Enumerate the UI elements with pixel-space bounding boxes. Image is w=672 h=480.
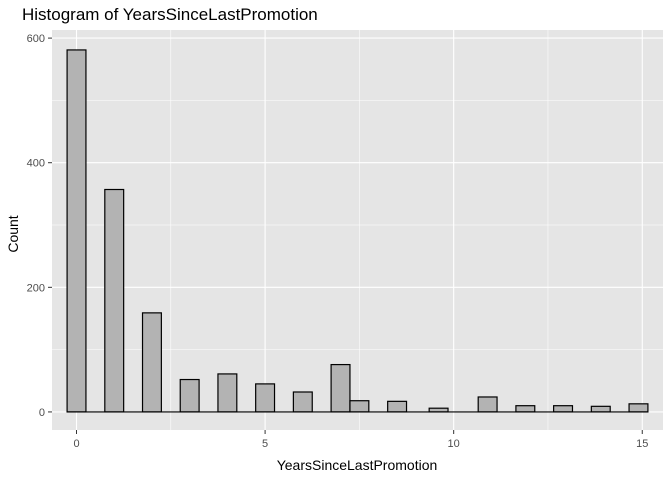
histogram-bar	[104, 188, 125, 413]
y-tick-label: 400	[27, 158, 45, 170]
histogram-bar	[66, 49, 87, 413]
x-axis-title: YearsSinceLastPromotion	[277, 457, 438, 473]
y-tick-label: 600	[27, 33, 45, 45]
histogram-bar	[349, 400, 370, 413]
x-tick-label: 15	[636, 438, 648, 450]
x-tick-label: 5	[262, 438, 268, 450]
histogram-bar	[553, 405, 574, 413]
x-tick-label: 0	[73, 438, 79, 450]
histogram-bar	[387, 400, 408, 413]
histogram-bar	[515, 405, 536, 413]
histogram-bar	[628, 403, 649, 413]
y-tick-label: 200	[27, 282, 45, 294]
histogram-bar	[590, 405, 611, 413]
histogram-bar	[217, 373, 238, 413]
histogram-bar	[179, 378, 200, 413]
histogram-bar	[141, 312, 162, 413]
x-tick-label: 10	[448, 438, 460, 450]
chart-title: Histogram of YearsSinceLastPromotion	[22, 5, 318, 24]
x-axis-ticks: 0 5 10 15	[73, 430, 648, 450]
histogram-bar	[292, 391, 313, 413]
y-tick-label: 0	[39, 407, 45, 419]
histogram-bar	[330, 363, 351, 413]
y-axis-ticks: 0 200 400 600	[27, 33, 52, 419]
histogram-bar	[255, 383, 276, 413]
bars	[66, 49, 649, 413]
y-axis-title: Count	[5, 215, 21, 252]
histogram-bar	[477, 396, 498, 413]
